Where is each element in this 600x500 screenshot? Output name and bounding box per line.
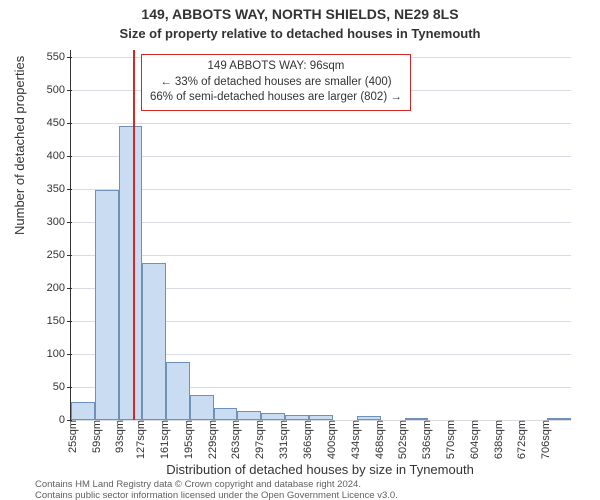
x-tick: 400sqm [320, 420, 338, 459]
bar [237, 411, 261, 420]
y-tick: 150 [47, 315, 71, 327]
y-tick: 250 [47, 249, 71, 261]
gridline-h [71, 189, 571, 190]
plot-area: 149 ABBOTS WAY: 96sqm ← 33% of detached … [70, 50, 571, 421]
title-line2: Size of property relative to detached ho… [0, 26, 600, 41]
title-line1: 149, ABBOTS WAY, NORTH SHIELDS, NE29 8LS [0, 6, 600, 22]
annotation-box: 149 ABBOTS WAY: 96sqm ← 33% of detached … [141, 54, 411, 111]
y-tick: 350 [47, 183, 71, 195]
y-tick: 50 [53, 381, 71, 393]
x-tick: 297sqm [248, 420, 266, 459]
x-tick: 93sqm [108, 420, 126, 453]
bar [119, 126, 143, 420]
x-tick: 706sqm [534, 420, 552, 459]
gridline-h [71, 156, 571, 157]
x-tick: 502sqm [391, 420, 409, 459]
x-tick: 25sqm [61, 420, 79, 453]
x-tick: 331sqm [272, 420, 290, 459]
y-tick: 450 [47, 117, 71, 129]
annotation-line1: 149 ABBOTS WAY: 96sqm [150, 59, 402, 75]
y-tick: 400 [47, 150, 71, 162]
x-tick: 468sqm [368, 420, 386, 459]
gridline-h [71, 255, 571, 256]
x-tick: 536sqm [415, 420, 433, 459]
x-axis-label: Distribution of detached houses by size … [70, 462, 570, 477]
y-tick: 200 [47, 282, 71, 294]
x-tick: 127sqm [129, 420, 147, 459]
x-tick: 638sqm [486, 420, 504, 459]
y-tick: 500 [47, 84, 71, 96]
x-tick: 434sqm [344, 420, 362, 459]
y-tick: 300 [47, 216, 71, 228]
x-tick: 229sqm [200, 420, 218, 459]
y-tick: 550 [47, 51, 71, 63]
bar [71, 402, 95, 421]
bar [190, 395, 214, 420]
x-tick: 366sqm [296, 420, 314, 459]
x-tick: 570sqm [439, 420, 457, 459]
bar [142, 263, 166, 420]
gridline-h [71, 222, 571, 223]
x-tick: 195sqm [177, 420, 195, 459]
chart-container: 149, ABBOTS WAY, NORTH SHIELDS, NE29 8LS… [0, 0, 600, 500]
attribution: Contains HM Land Registry data © Crown c… [35, 480, 595, 500]
y-tick: 100 [47, 348, 71, 360]
gridline-h [71, 123, 571, 124]
bar [95, 190, 119, 420]
x-tick: 604sqm [463, 420, 481, 459]
attribution-line2: Contains public sector information licen… [35, 490, 398, 500]
x-tick: 59sqm [85, 420, 103, 453]
bar [261, 413, 285, 420]
x-tick: 672sqm [510, 420, 528, 459]
x-tick: 161sqm [153, 420, 171, 459]
annotation-line3: 66% of semi-detached houses are larger (… [150, 90, 402, 106]
bar [166, 362, 190, 420]
marker-line [133, 50, 135, 420]
y-axis-label: Number of detached properties [12, 56, 27, 235]
annotation-line2: ← 33% of detached houses are smaller (40… [150, 75, 402, 91]
x-tick: 263sqm [224, 420, 242, 459]
bar [214, 408, 238, 420]
attribution-line1: Contains HM Land Registry data © Crown c… [35, 479, 361, 490]
